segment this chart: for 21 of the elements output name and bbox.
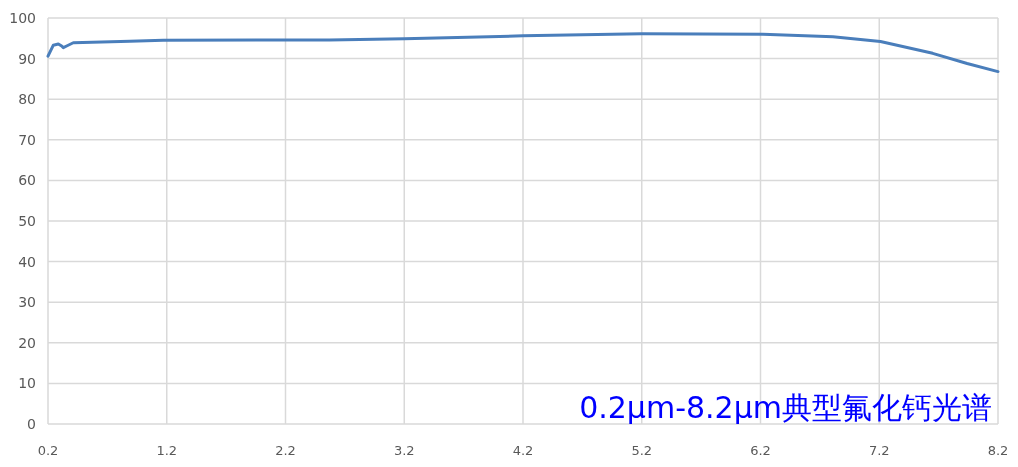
y-tick-label: 80 xyxy=(18,91,36,108)
y-tick-label: 0 xyxy=(27,416,36,432)
x-tick-label: 0.2 xyxy=(37,443,59,458)
x-tick-label: 4.2 xyxy=(512,443,534,458)
y-tick-label: 70 xyxy=(18,131,36,148)
y-tick-label: 20 xyxy=(18,334,36,351)
y-tick-label: 60 xyxy=(18,172,36,189)
y-tick-label: 10 xyxy=(18,375,36,392)
y-tick-label: 30 xyxy=(18,294,36,311)
y-tick-label: 40 xyxy=(18,253,36,270)
x-tick-label: 6.2 xyxy=(750,443,771,458)
y-tick-label: 50 xyxy=(18,213,36,229)
y-tick-label: 90 xyxy=(18,50,36,67)
x-tick-label: 2.2 xyxy=(275,443,296,458)
y-tick-label: 100 xyxy=(9,10,36,26)
annotation: 0.2μm-8.2μm典型氟化钙光谱 xyxy=(579,390,992,425)
x-tick-label: 7.2 xyxy=(868,443,890,458)
x-tick-label: 8.2 xyxy=(987,443,1009,458)
x-tick-label: 5.2 xyxy=(631,443,653,458)
x-tick-label: 3.2 xyxy=(393,443,415,458)
x-tick-label: 1.2 xyxy=(156,443,178,458)
